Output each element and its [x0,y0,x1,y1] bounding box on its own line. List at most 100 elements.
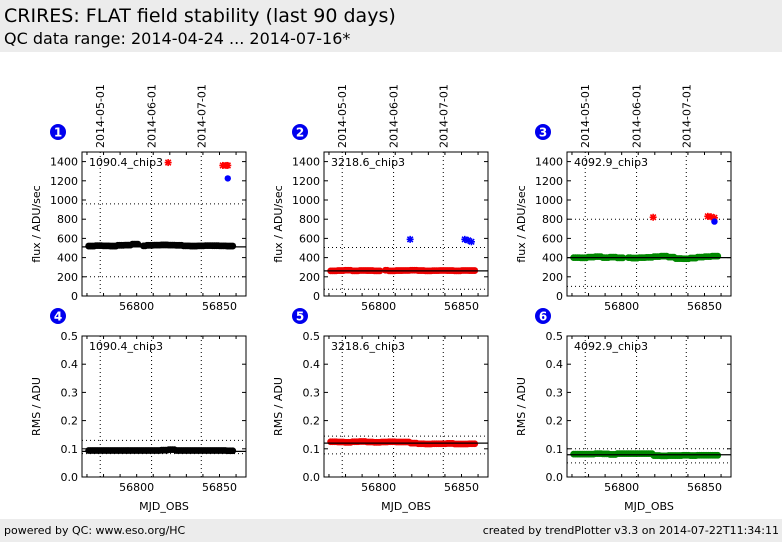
chart-panel-5: 5 0.0 0.1 0.2 0.3 0.4 0.5 56800 56850 RMS / ADU MJ… [272,308,489,513]
outlier-star [224,161,232,169]
y-tick-label: 600 [57,232,78,245]
page-subtitle: QC data range: 2014-04-24 ... 2014-07-16… [4,29,351,48]
y-axis-label: flux / ADU/sec [30,185,43,262]
panel-number-badge [50,308,66,324]
y-tick-label: 0.4 [303,358,321,371]
y-tick-label: 0.0 [61,471,79,484]
y-tick-label: 800 [542,213,563,226]
plot-frame [566,151,732,297]
y-tick-label: 1400 [292,156,320,169]
series-label: 3218.6_chip3 [331,156,405,169]
y-tick-label: 1400 [535,156,563,169]
chart-panel-3: 3 2014-05-01 2014-06-01 2014-07-01 0 200 400 60… [515,84,732,313]
y-tick-label: 800 [57,213,78,226]
series-label: 1090.4_chip3 [89,340,163,353]
panel-number-badge [292,124,308,140]
outlier-star [164,159,172,167]
x-tick-label: 56850 [687,300,722,313]
panel-number-label: 3 [539,126,547,140]
panel-number-label: 2 [296,126,304,140]
y-tick-label: 1200 [535,175,563,188]
data-point [714,252,722,260]
chart-panel-6: 6 0.0 0.1 0.2 0.3 0.4 0.5 56800 56850 RMS / ADU MJ… [515,308,732,513]
plot-frame [81,335,247,478]
y-tick-label: 200 [57,271,78,284]
chart-panel-1: 1 2014-05-01 2014-06-01 2014-07-01 0 200 400 60… [30,84,247,313]
date-tick-label: 2014-05-01 [579,84,592,148]
chart-panel-4: 4 0.0 0.1 0.2 0.3 0.4 0.5 56800 56850 RMS / ADU MJ… [30,308,247,513]
y-axis-label: RMS / ADU [272,377,285,436]
y-tick-label: 200 [542,271,563,284]
outlier-point [224,175,231,182]
x-tick-label: 56800 [604,481,639,494]
header: CRIRES: FLAT field stability (last 90 da… [0,0,782,52]
y-tick-label: 1200 [292,175,320,188]
series-label: 1090.4_chip3 [89,156,163,169]
y-tick-label: 1400 [50,156,78,169]
outlier-star-stroke [649,214,657,221]
y-tick-label: 0.2 [546,415,564,428]
x-tick-label: 56850 [202,300,237,313]
y-tick-label: 0.3 [546,386,564,399]
series-label: 3218.6_chip3 [331,340,405,353]
series-label: 4092.9_chip3 [574,340,648,353]
y-tick-label: 800 [299,213,320,226]
date-tick-label: 2014-06-01 [388,84,401,148]
y-tick-label: 400 [299,252,320,265]
x-tick-label: 56800 [119,300,154,313]
outlier-star-stroke [406,236,414,243]
outlier-star-stroke [164,159,172,166]
y-tick-label: 0.4 [546,358,564,371]
y-tick-label: 0.5 [61,330,79,343]
outlier-star-stroke [464,237,472,244]
y-tick-label: 1000 [292,194,320,207]
chart-panel-2: 2 2014-05-01 2014-06-01 2014-07-01 0 200 400 60… [272,84,489,313]
plot-frame [81,151,247,297]
x-tick-label: 56850 [202,481,237,494]
y-tick-label: 0 [556,290,563,303]
y-tick-label: 400 [542,252,563,265]
panel-number-label: 5 [296,310,304,324]
x-tick-label: 56800 [361,300,396,313]
y-tick-label: 0.4 [61,358,79,371]
panel-number-label: 1 [54,126,62,140]
y-tick-label: 600 [542,232,563,245]
y-tick-label: 0.2 [303,415,321,428]
y-axis-label: flux / ADU/sec [515,185,528,262]
x-tick-label: 56800 [604,300,639,313]
page-title: CRIRES: FLAT field stability (last 90 da… [4,5,396,27]
outlier-star [649,213,657,221]
y-tick-label: 0 [71,290,78,303]
footer-created-by: created by trendPlotter v3.3 on 2014-07-… [482,524,779,537]
date-tick-label: 2014-07-01 [437,84,450,148]
y-tick-label: 0.0 [546,471,564,484]
x-axis-label: MJD_OBS [624,500,674,513]
y-tick-label: 0.5 [546,330,564,343]
panel-number-label: 4 [54,310,62,324]
y-tick-label: 1200 [50,175,78,188]
outlier-star-stroke [707,213,715,221]
y-tick-label: 400 [57,252,78,265]
y-tick-label: 0.2 [61,415,79,428]
y-tick-label: 0.1 [61,443,79,456]
y-tick-label: 0.0 [303,471,321,484]
plot-frame [566,335,732,478]
outlier-point [711,218,718,225]
x-tick-label: 56800 [361,481,396,494]
date-tick-label: 2014-07-01 [195,84,208,148]
x-tick-label: 56800 [119,481,154,494]
date-tick-label: 2014-05-01 [336,84,349,148]
y-tick-label: 1000 [535,194,563,207]
y-tick-label: 0.3 [303,386,321,399]
y-tick-label: 0.1 [546,443,564,456]
data-point [229,242,237,250]
footer-powered-by: powered by QC: www.eso.org/HC [4,524,186,537]
plot-frame [323,151,489,297]
date-tick-label: 2014-06-01 [631,84,644,148]
y-axis-label: RMS / ADU [515,377,528,436]
date-tick-label: 2014-07-01 [680,84,693,148]
panel-number-badge [50,124,66,140]
y-axis-label: RMS / ADU [30,377,43,436]
y-tick-label: 0.1 [303,443,321,456]
